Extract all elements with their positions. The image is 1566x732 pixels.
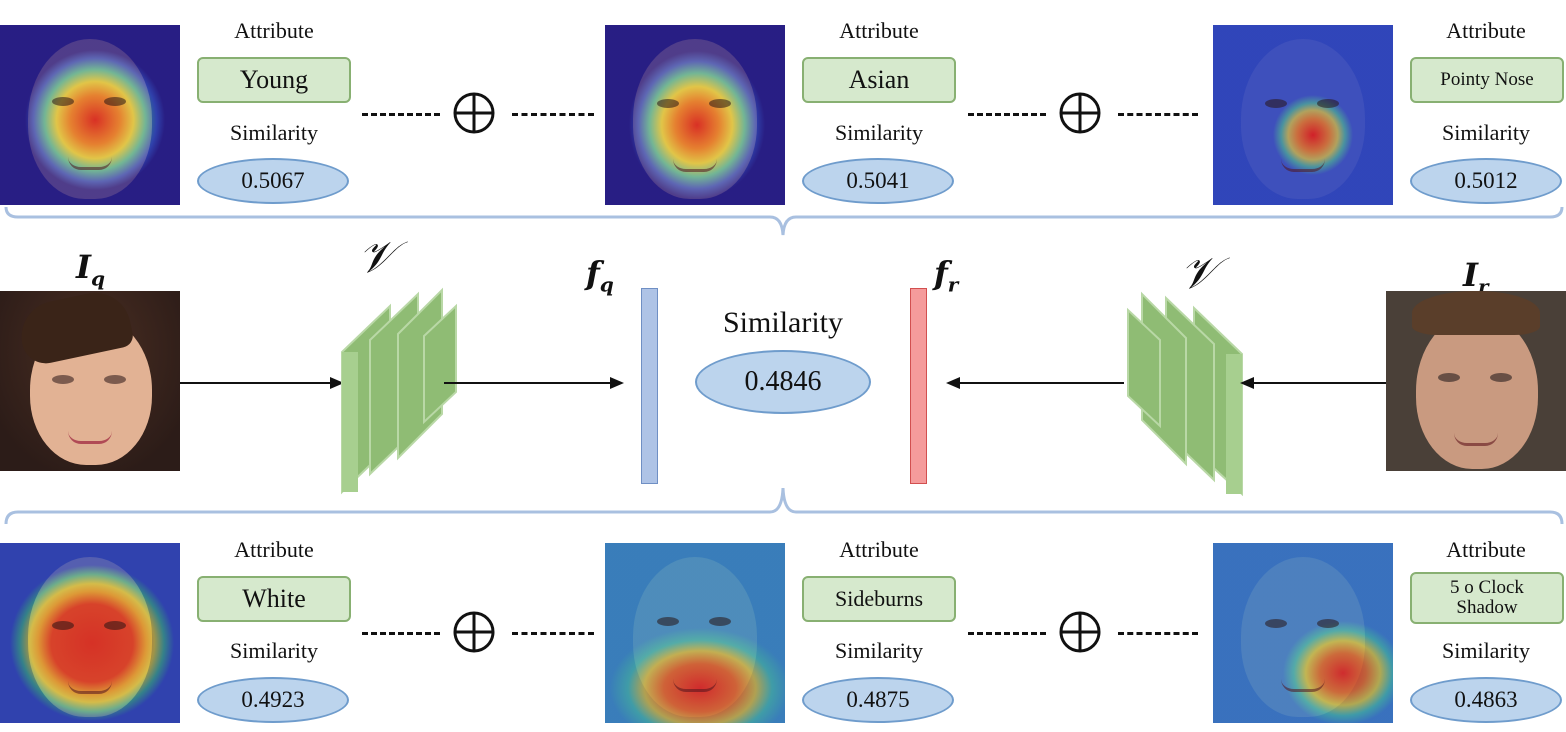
reference-image-symbol: I [1463,256,1478,294]
dashed-connector [1118,113,1198,116]
query-image-subscript: q [90,266,105,291]
reference-image-label: Ir [1463,256,1489,298]
similarity-caption: Similarity [835,120,923,145]
similarity-ellipse-asian: 0.5041 [802,158,954,204]
reference-face-image [1386,291,1566,471]
central-similarity-ellipse: 0.4846 [695,350,871,414]
reference-image-subscript: r [1477,274,1489,299]
dashed-connector [362,113,440,116]
attribute-caption: Attribute [1446,18,1526,43]
attribute-caption: Attribute [839,537,919,562]
oplus-icon [1059,92,1101,134]
dashed-connector [512,113,594,116]
similarity-caption: Similarity [230,638,318,663]
feature-q-subscript: q [599,272,614,297]
attribute-box-young: Young [197,57,351,103]
attribute-box-5-o-clock-shadow: 5 o Clock Shadow [1410,572,1564,624]
query-image-symbol: I [76,248,91,286]
query-face-image [0,291,180,471]
feature-r-subscript: r [947,272,959,297]
bottom-brace [4,487,1564,525]
dashed-connector [968,113,1046,116]
attribute-box-white: White [197,576,351,622]
dashed-connector [1118,632,1198,635]
arrow-right [180,377,344,389]
feature-q-symbol: f [586,254,600,292]
arrow-left [1240,377,1386,389]
central-similarity-caption: Similarity [723,306,843,339]
query-image-label: Iq [76,248,105,290]
top-brace [4,206,1564,236]
attribute-caption: Attribute [234,537,314,562]
heatmap-face-asian [605,25,785,205]
similarity-caption: Similarity [1442,638,1530,663]
heatmap-face-pointy-nose [1213,25,1393,205]
dashed-connector [512,632,594,635]
arrow-left [946,377,1124,389]
attribute-box-asian: Asian [802,57,956,103]
feature-r-symbol: f [934,254,948,292]
oplus-icon [453,92,495,134]
similarity-ellipse-5-o-clock-shadow: 0.4863 [1410,677,1562,723]
similarity-ellipse-sideburns: 0.4875 [802,677,954,723]
similarity-ellipse-young: 0.5067 [197,158,349,204]
feature-q-label: fq [586,254,614,296]
similarity-ellipse-pointy-nose: 0.5012 [1410,158,1562,204]
similarity-caption: Similarity [1442,120,1530,145]
encoder-label-right: 𝒱 [1180,248,1217,299]
similarity-caption: Similarity [230,120,318,145]
feature-r-label: fr [934,254,958,296]
arrow-right [444,377,624,389]
dashed-connector [968,632,1046,635]
attribute-caption: Attribute [1446,537,1526,562]
similarity-ellipse-white: 0.4923 [197,677,349,723]
attribute-caption: Attribute [839,18,919,43]
feature-vector-q [641,288,658,484]
encoder-block-left [341,287,457,495]
attribute-box-sideburns: Sideburns [802,576,956,622]
heatmap-face-young [0,25,180,205]
heatmap-face-5-o-clock-shadow [1213,543,1393,723]
heatmap-face-sideburns [605,543,785,723]
heatmap-face-white [0,543,180,723]
encoder-label-left: 𝒱 [358,232,395,283]
attribute-caption: Attribute [234,18,314,43]
oplus-icon [453,611,495,653]
feature-vector-r [910,288,927,484]
similarity-caption: Similarity [835,638,923,663]
encoder-block-right [1127,291,1243,496]
attribute-box-pointy-nose: Pointy Nose [1410,57,1564,103]
dashed-connector [362,632,440,635]
oplus-icon [1059,611,1101,653]
